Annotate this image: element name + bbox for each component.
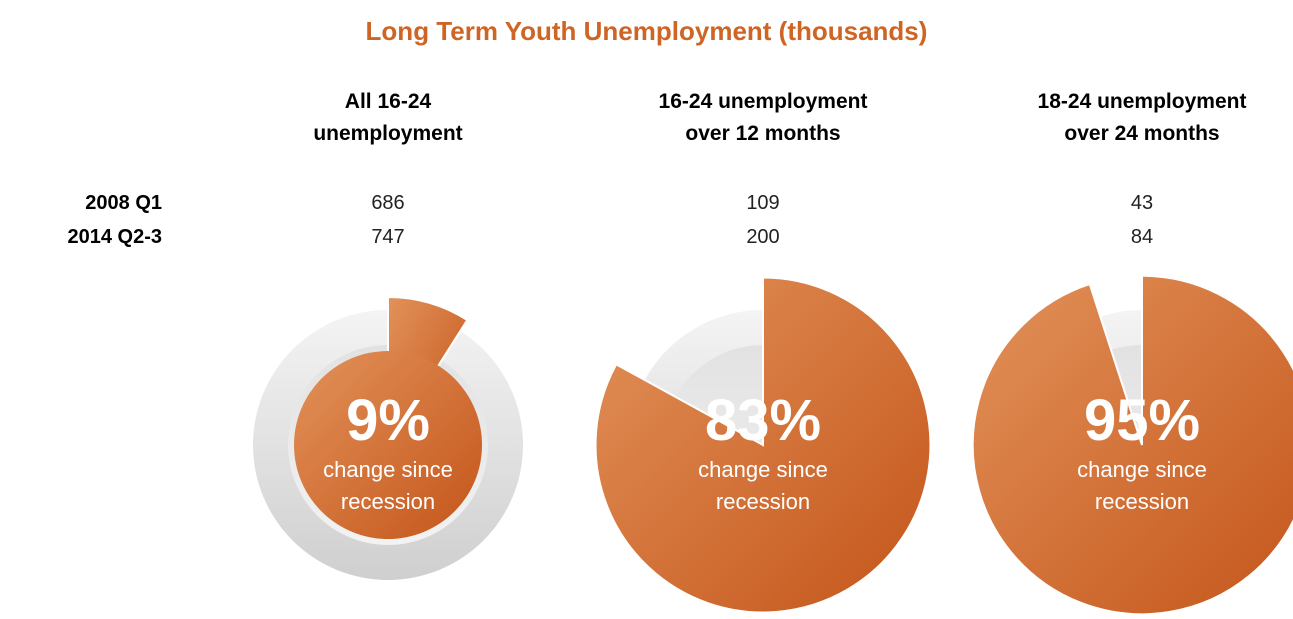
column-header-16-24-over-12-months: 16-24 unemployment over 12 months — [613, 86, 913, 150]
caption-line1: change since — [698, 457, 828, 482]
caption-line1: change since — [323, 457, 453, 482]
change-percent-label: 95% — [1084, 388, 1200, 453]
change-percent-label: 83% — [705, 388, 821, 453]
change-percent-label: 9% — [346, 388, 430, 453]
chart-title: Long Term Youth Unemployment (thousands) — [365, 16, 928, 46]
column-header-line1: All 16-24 — [344, 90, 432, 113]
center-disc — [294, 351, 482, 539]
value-12m-2008: 109 — [746, 192, 780, 214]
change-wedge — [971, 274, 1293, 616]
donut-group-1: 83% change since recession — [594, 276, 932, 614]
caption-line2: recession — [341, 489, 435, 514]
caption-line2: recession — [1095, 489, 1189, 514]
column-header-18-24-over-24-months: 18-24 unemployment over 24 months — [992, 86, 1292, 150]
value-all-2008: 686 — [371, 192, 405, 214]
column-header-line2: unemployment — [313, 122, 463, 145]
row-label-2008-q1: 2008 Q1 — [85, 192, 162, 214]
change-wedge — [594, 276, 932, 614]
column-header-line1: 16-24 unemployment — [658, 90, 868, 113]
row-label-2014-q2-3: 2014 Q2-3 — [67, 226, 162, 248]
value-all-2014: 747 — [371, 226, 405, 248]
donut-group-0: 9% change since recession — [253, 295, 523, 580]
column-header-line2: over 24 months — [1064, 122, 1220, 145]
caption-line2: recession — [716, 489, 810, 514]
donut-group-2: 95% change since recession — [971, 274, 1293, 616]
value-12m-2014: 200 — [746, 226, 780, 248]
column-header-line1: 18-24 unemployment — [1037, 90, 1247, 113]
caption-line1: change since — [1077, 457, 1207, 482]
value-24m-2014: 84 — [1130, 226, 1154, 248]
value-24m-2008: 43 — [1130, 192, 1154, 214]
column-header-all-16-24: All 16-24 unemployment — [238, 86, 538, 150]
column-header-line2: over 12 months — [685, 122, 841, 145]
